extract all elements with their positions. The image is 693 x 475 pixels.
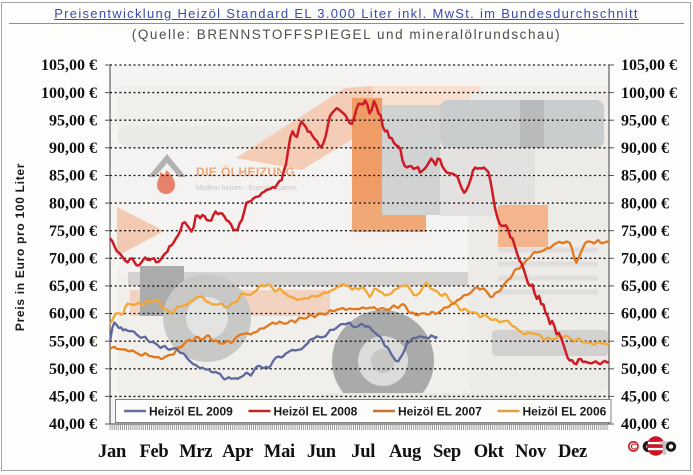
svg-text:50,00 €: 50,00 € [621, 361, 669, 378]
svg-text:100,00 €: 100,00 € [41, 85, 97, 102]
svg-text:45,00 €: 45,00 € [621, 389, 669, 406]
svg-text:40,00 €: 40,00 € [621, 416, 669, 433]
svg-text:Sep: Sep [433, 442, 461, 462]
svg-text:C: C [631, 442, 637, 451]
svg-text:Mai: Mai [264, 442, 295, 462]
svg-text:Feb: Feb [139, 442, 168, 462]
svg-text:60,00 €: 60,00 € [621, 306, 669, 323]
svg-text:65,00 €: 65,00 € [49, 278, 97, 295]
svg-text:Apr: Apr [222, 442, 253, 462]
svg-text:Heizöl EL 2008: Heizöl EL 2008 [274, 404, 358, 418]
svg-text:45,00 €: 45,00 € [49, 389, 97, 406]
svg-text:60,00 €: 60,00 € [49, 306, 97, 323]
svg-text:100,00 €: 100,00 € [621, 85, 677, 102]
svg-text:Nov: Nov [515, 442, 547, 462]
svg-text:80,00 €: 80,00 € [621, 195, 669, 212]
svg-text:70,00 €: 70,00 € [621, 251, 669, 268]
svg-text:85,00 €: 85,00 € [49, 168, 97, 185]
svg-text:Mrz: Mrz [179, 442, 212, 462]
svg-text:55,00 €: 55,00 € [49, 333, 97, 350]
svg-text:Okt: Okt [474, 442, 505, 462]
svg-text:Jun: Jun [307, 442, 337, 462]
svg-text:75,00 €: 75,00 € [49, 223, 97, 240]
svg-text:Modern heizen - Energie sparen: Modern heizen - Energie sparen. [196, 185, 298, 192]
svg-text:50,00 €: 50,00 € [49, 361, 97, 378]
svg-text:Heizöl EL 2007: Heizöl EL 2007 [398, 404, 482, 418]
svg-text:Jan: Jan [98, 442, 127, 462]
svg-text:55,00 €: 55,00 € [621, 333, 669, 350]
svg-text:Heizöl EL 2009: Heizöl EL 2009 [149, 404, 233, 418]
svg-text:Aug: Aug [389, 442, 422, 462]
svg-text:DIE ÖLHEIZUNG: DIE ÖLHEIZUNG [196, 164, 295, 179]
svg-text:Dez: Dez [558, 442, 587, 462]
svg-text:105,00 €: 105,00 € [621, 57, 677, 74]
svg-text:95,00 €: 95,00 € [49, 112, 97, 129]
svg-text:85,00 €: 85,00 € [621, 168, 669, 185]
svg-text:65,00 €: 65,00 € [621, 278, 669, 295]
svg-text:90,00 €: 90,00 € [49, 140, 97, 157]
svg-text:80,00 €: 80,00 € [49, 195, 97, 212]
svg-text:90,00 €: 90,00 € [621, 140, 669, 157]
svg-text:70,00 €: 70,00 € [49, 251, 97, 268]
svg-text:75,00 €: 75,00 € [621, 223, 669, 240]
svg-text:40,00 €: 40,00 € [49, 416, 97, 433]
svg-text:Jul: Jul [351, 442, 375, 462]
svg-text:95,00 €: 95,00 € [621, 112, 669, 129]
svg-text:105,00 €: 105,00 € [41, 57, 97, 74]
svg-text:Preis in Euro pro 100 Liter: Preis in Euro pro 100 Liter [13, 163, 27, 331]
svg-text:Heizöl EL 2006: Heizöl EL 2006 [523, 404, 607, 418]
